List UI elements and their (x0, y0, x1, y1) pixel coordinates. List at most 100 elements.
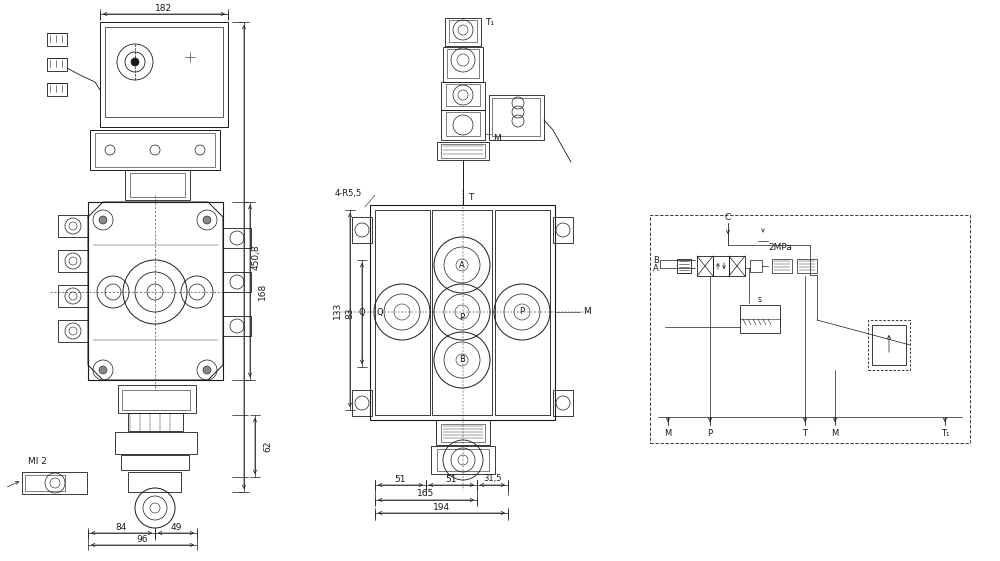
Bar (553, 217, 573, 243)
Bar (47, 58, 67, 71)
Text: T₁: T₁ (941, 429, 949, 438)
Bar (449, 20, 477, 42)
Text: M: M (493, 134, 501, 142)
Bar (90, 130, 220, 170)
Bar (58, 285, 88, 307)
Bar (130, 173, 185, 197)
Text: 83: 83 (345, 308, 354, 319)
Bar (431, 446, 495, 474)
Bar (437, 142, 489, 160)
Bar (352, 390, 372, 416)
Bar (495, 210, 550, 415)
Bar (47, 83, 67, 96)
Text: 4-R5,5: 4-R5,5 (335, 188, 362, 197)
Text: P: P (519, 307, 525, 316)
Bar (100, 22, 228, 127)
Bar (121, 455, 189, 470)
Bar (447, 49, 479, 78)
Bar (25, 475, 65, 491)
Text: T₁: T₁ (485, 17, 494, 26)
Bar (441, 144, 485, 158)
Bar (441, 82, 485, 110)
Text: 133: 133 (333, 301, 342, 319)
Text: 450,8: 450,8 (252, 244, 261, 270)
Text: M: M (664, 429, 672, 438)
Bar (95, 133, 215, 167)
Bar (125, 170, 190, 200)
Circle shape (99, 366, 107, 374)
Text: 96: 96 (137, 535, 148, 544)
Bar (713, 256, 729, 276)
Text: 182: 182 (155, 3, 173, 12)
Text: 168: 168 (258, 282, 267, 300)
Bar (697, 256, 713, 276)
Text: 84: 84 (116, 522, 127, 531)
Bar (375, 210, 430, 415)
Text: M: M (583, 307, 591, 316)
Text: P: P (707, 429, 713, 438)
Text: 31,5: 31,5 (483, 475, 502, 484)
Bar (47, 33, 67, 46)
Bar (441, 424, 485, 442)
Bar (223, 228, 251, 248)
Circle shape (203, 216, 211, 224)
Bar (445, 18, 481, 46)
Text: A: A (459, 260, 465, 269)
Bar (446, 84, 480, 106)
Bar (872, 325, 906, 365)
Bar (352, 217, 372, 243)
Text: P: P (459, 312, 465, 321)
Bar (729, 256, 745, 276)
Text: Q: Q (359, 307, 365, 316)
Text: 2MPa: 2MPa (768, 242, 792, 251)
Text: s: s (758, 295, 762, 304)
Text: 62: 62 (263, 440, 272, 452)
Bar (58, 320, 88, 342)
Bar (58, 250, 88, 272)
Bar (797, 259, 817, 273)
Bar (115, 432, 197, 454)
Bar (370, 205, 555, 420)
Text: M: M (831, 429, 839, 438)
Bar (436, 420, 490, 445)
Bar (650, 215, 970, 443)
Bar (128, 413, 183, 431)
Bar (750, 260, 762, 272)
Text: A: A (653, 264, 659, 273)
Text: 194: 194 (433, 503, 450, 512)
Text: T: T (802, 429, 808, 438)
Bar (223, 316, 251, 336)
Bar (772, 259, 792, 273)
Text: 51: 51 (395, 475, 406, 484)
Bar (446, 112, 480, 136)
Circle shape (99, 216, 107, 224)
Bar (489, 95, 544, 140)
Circle shape (131, 58, 139, 66)
Text: 51: 51 (446, 475, 457, 484)
Bar (441, 110, 485, 140)
Bar (443, 47, 483, 82)
Text: B: B (653, 255, 659, 264)
Bar (128, 472, 181, 492)
Text: C: C (725, 213, 731, 222)
Text: 49: 49 (170, 522, 182, 531)
Bar (432, 210, 492, 415)
Text: MI 2: MI 2 (28, 458, 47, 467)
Bar (740, 305, 780, 333)
Bar (22, 472, 87, 494)
Bar (118, 385, 196, 413)
Bar (88, 202, 223, 380)
Bar (122, 390, 190, 410)
Bar (437, 449, 489, 471)
Bar (677, 259, 691, 273)
Bar (58, 215, 88, 237)
Text: Q: Q (377, 307, 383, 316)
Circle shape (203, 366, 211, 374)
Bar (105, 27, 223, 117)
Text: B: B (459, 356, 465, 365)
Bar (223, 272, 251, 292)
Text: T: T (468, 192, 473, 201)
Bar (868, 320, 910, 370)
Bar (492, 98, 540, 136)
Text: 165: 165 (417, 490, 435, 499)
